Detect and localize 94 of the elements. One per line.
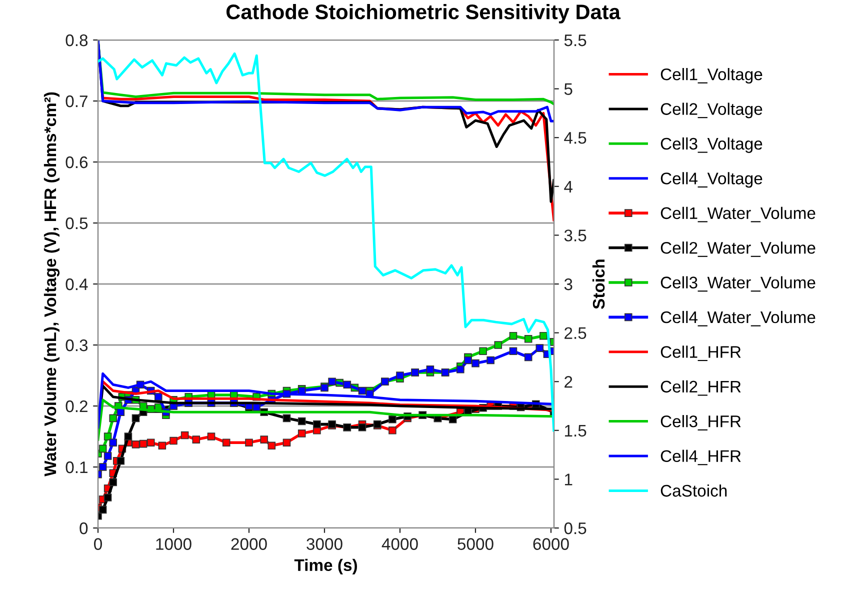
- point: [494, 341, 502, 349]
- point: [388, 416, 396, 424]
- point: [343, 380, 352, 389]
- y2-tick-label: 5: [564, 83, 572, 96]
- point: [282, 438, 291, 446]
- point: [509, 347, 518, 355]
- point: [540, 332, 548, 340]
- point: [222, 438, 230, 446]
- legend-label: Cell4_Voltage: [660, 172, 762, 188]
- y2-axis-title: Stoich: [592, 260, 605, 309]
- y2-tick-label: 2: [564, 376, 572, 388]
- x-tick-label: 4000: [382, 538, 418, 550]
- point: [109, 414, 117, 422]
- point: [98, 463, 107, 471]
- point: [479, 347, 487, 355]
- point: [132, 440, 140, 448]
- y-tick-label: 0.6: [66, 156, 88, 168]
- x-tick-label: 6000: [533, 538, 569, 550]
- legend-label: Cell3_Voltage: [660, 137, 762, 153]
- legend-label: Cell2_Voltage: [660, 102, 762, 118]
- legend-label: CaStoich: [660, 484, 727, 497]
- x-tick-label: 1000: [156, 538, 192, 550]
- point: [464, 356, 472, 364]
- y-tick-label: 0.5: [66, 217, 88, 230]
- point: [158, 442, 166, 450]
- point: [146, 438, 155, 446]
- y2-tick-label: 0.5: [564, 522, 586, 534]
- point: [104, 452, 112, 460]
- y2-tick-label: 1.5: [564, 424, 586, 437]
- point: [298, 430, 306, 438]
- y-tick-label: 0.1: [66, 461, 88, 474]
- x-tick-label: 0: [94, 538, 102, 550]
- point: [388, 426, 396, 434]
- point: [132, 414, 140, 422]
- x-axis-title: Time (s): [294, 558, 357, 574]
- legend-label: Cell3_Water_Volume: [660, 276, 816, 292]
- point: [109, 478, 117, 486]
- chart-title: Cathode Stoichiometric Sensitivity Data: [226, 4, 621, 24]
- point: [472, 359, 480, 368]
- point: [524, 335, 532, 343]
- point: [139, 440, 148, 448]
- point: [456, 366, 464, 374]
- point: [328, 378, 336, 386]
- y2-tick-label: 3: [564, 278, 572, 290]
- legend-label: Cell2_Water_Volume: [660, 242, 816, 257]
- point: [396, 372, 404, 380]
- legend-label: Cell3_HFR: [660, 415, 741, 430]
- point: [180, 431, 189, 440]
- point: [486, 356, 494, 364]
- point: [109, 438, 117, 446]
- point: [170, 436, 178, 445]
- y-tick-label: 0.3: [66, 339, 88, 352]
- point: [154, 392, 162, 401]
- legend-label: Cell4_HFR: [660, 450, 741, 466]
- point: [104, 494, 112, 502]
- point: [104, 432, 112, 440]
- point: [268, 442, 276, 450]
- y2-tick-label: 4: [564, 180, 573, 192]
- x-tick-label: 5000: [458, 538, 494, 550]
- point: [260, 436, 268, 444]
- y-tick-label: 0.8: [66, 34, 88, 46]
- y2-tick-label: 3.5: [564, 230, 586, 242]
- y2-tick-label: 4.5: [564, 132, 586, 144]
- legend-label: Cell2_HFR: [660, 380, 741, 396]
- y-tick-label: 0.2: [66, 400, 88, 412]
- y2-tick-label: 5.5: [564, 34, 586, 46]
- point: [524, 353, 532, 362]
- legend-label: Cell1_Voltage: [660, 68, 762, 84]
- legend-label: Cell1_HFR: [660, 346, 741, 362]
- point: [509, 332, 518, 340]
- point: [245, 438, 253, 446]
- point: [282, 414, 291, 422]
- legend-label: Cell4_Water_Volume: [660, 310, 816, 326]
- point: [313, 420, 321, 428]
- point: [536, 344, 544, 352]
- x-tick-label: 2000: [231, 538, 267, 550]
- point: [98, 506, 107, 514]
- y2-tick-label: 2.5: [564, 327, 586, 340]
- legend-label: Cell1_Water_Volume: [660, 206, 816, 222]
- point: [98, 444, 107, 453]
- point: [358, 386, 366, 395]
- y-tick-label: 0.7: [66, 95, 88, 108]
- point: [426, 366, 434, 374]
- y2-tick-label: 1: [564, 474, 572, 486]
- y-tick-label: 0: [80, 522, 88, 534]
- point: [124, 432, 132, 440]
- y-axis-title: Water Volume (mL), Voltage (V), HFR (ohms*cm²): [44, 92, 60, 476]
- x-tick-label: 3000: [306, 538, 342, 550]
- point: [192, 436, 200, 444]
- point: [298, 417, 306, 426]
- y-tick-label: 0.4: [66, 278, 88, 290]
- point: [358, 423, 366, 432]
- point: [116, 457, 125, 465]
- point: [207, 432, 216, 440]
